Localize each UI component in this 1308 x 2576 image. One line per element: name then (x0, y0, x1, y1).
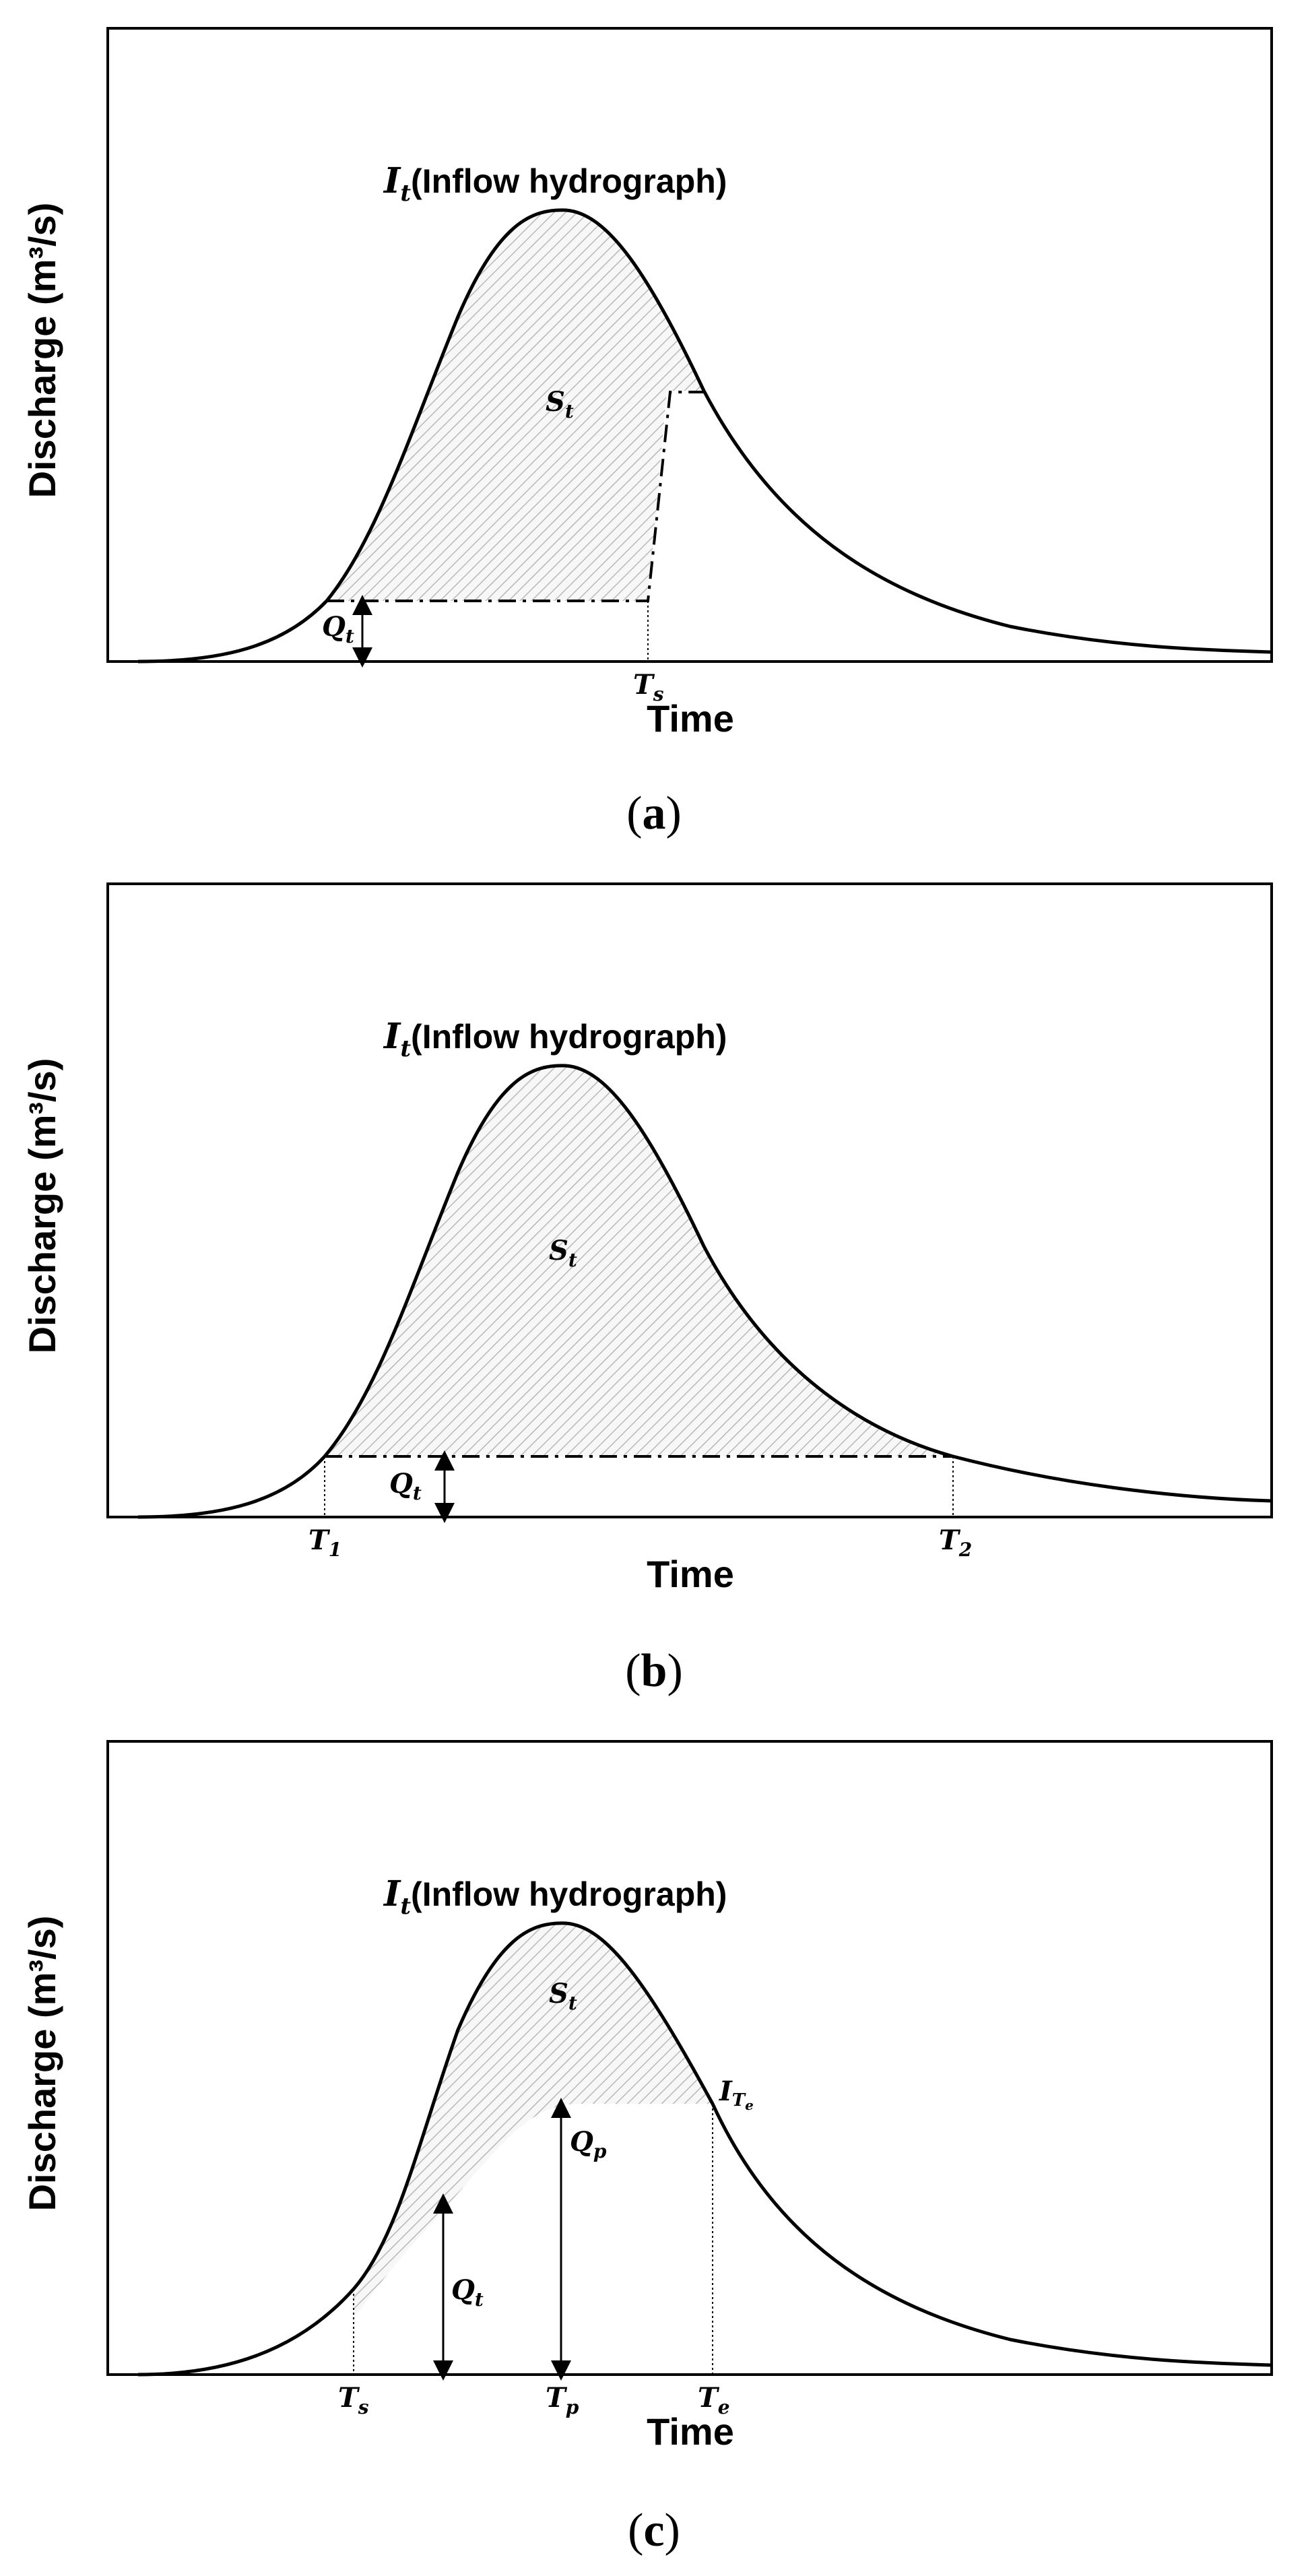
x-axis-label: Time (647, 2410, 734, 2453)
storage-area (354, 1923, 713, 2319)
y-axis-label: Discharge (m³/s) (21, 203, 63, 498)
caption-c: (c) (628, 2505, 680, 2556)
panel-b-figure: Discharge (m³/s) Time It(Inflow hydrogra… (21, 882, 1273, 1697)
panel-b: Discharge (m³/s) Time It(Inflow hydrogra… (0, 856, 1308, 1713)
inflow-hydrograph-curve (137, 1064, 1272, 1519)
panel-c-figure: Discharge (m³/s) Time It(Inflow hydrogra… (21, 1740, 1273, 2556)
tp-label: Tp (546, 2382, 579, 2418)
storage-area (325, 1065, 953, 1456)
y-axis-label: Discharge (m³/s) (21, 1058, 63, 1354)
qt-label: Qt (389, 1468, 422, 1504)
curve-title: It(Inflow hydrograph) (383, 160, 727, 207)
curve-title: It(Inflow hydrograph) (383, 1873, 727, 1920)
inflow-hydrograph-curve (137, 208, 1272, 664)
ite-label: ITe (719, 2075, 754, 2113)
te-label: Te (698, 2382, 730, 2418)
t1-label: T1 (308, 1524, 341, 1561)
qt-label: Qt (451, 2274, 484, 2311)
outflow-line (327, 391, 704, 602)
ts-label: Ts (633, 669, 664, 705)
x-axis-label: Time (647, 697, 734, 740)
plot-frame (106, 1740, 1273, 2376)
inflow-hydrograph-curve (137, 1921, 1272, 2377)
panel-a-figure: Discharge (m³/s) Time It(Inflow hydrogra… (21, 27, 1273, 839)
panel-a: Discharge (m³/s) Time It(Inflow hydrogra… (0, 0, 1308, 856)
panel-c: Discharge (m³/s) Time It(Inflow hydrogra… (0, 1713, 1308, 2573)
y-axis-label: Discharge (m³/s) (21, 1916, 63, 2212)
curve-title: It(Inflow hydrograph) (383, 1016, 727, 1062)
plot-frame (106, 27, 1273, 663)
t2-label: T2 (939, 1524, 972, 1561)
storage-label: St (549, 1235, 577, 1271)
plot-frame (106, 882, 1273, 1518)
qp-label: Qp (570, 2126, 607, 2162)
caption-a: (a) (626, 787, 682, 839)
ts-label: Ts (338, 2382, 369, 2418)
x-axis-label: Time (647, 1553, 734, 1595)
caption-b: (b) (625, 1645, 683, 1697)
storage-label: St (546, 386, 574, 422)
qt-label: Qt (322, 611, 354, 647)
storage-label: St (549, 1978, 577, 2014)
storage-area (327, 210, 704, 601)
